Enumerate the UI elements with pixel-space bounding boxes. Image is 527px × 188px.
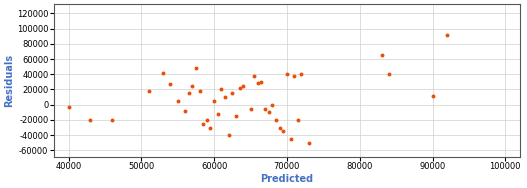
Point	[196, 89, 204, 92]
Point	[253, 82, 262, 85]
Point	[268, 103, 277, 106]
Point	[173, 99, 182, 102]
Point	[279, 130, 288, 133]
Point	[250, 74, 258, 77]
Point	[385, 73, 393, 76]
Point	[272, 118, 280, 121]
Point	[192, 67, 200, 70]
Point	[228, 92, 237, 95]
Point	[246, 107, 255, 110]
Point	[159, 71, 168, 74]
Point	[210, 99, 218, 102]
Point	[297, 73, 306, 76]
Point	[203, 118, 211, 121]
Point	[257, 80, 266, 83]
Point	[199, 122, 208, 125]
Point	[232, 115, 240, 118]
Point	[188, 84, 197, 87]
Point	[144, 89, 153, 92]
Point	[290, 74, 298, 77]
Point	[239, 84, 248, 87]
Point	[443, 33, 451, 36]
Point	[225, 134, 233, 137]
Point	[294, 118, 302, 121]
Point	[276, 126, 284, 129]
Point	[64, 105, 73, 108]
Point	[166, 83, 174, 86]
Point	[286, 137, 295, 140]
Point	[377, 54, 386, 57]
Point	[236, 86, 244, 89]
Point	[184, 92, 193, 95]
X-axis label: Predicted: Predicted	[260, 174, 314, 184]
Point	[206, 126, 214, 129]
Y-axis label: Residuals: Residuals	[4, 54, 14, 107]
Point	[265, 111, 273, 114]
Point	[108, 118, 116, 121]
Point	[217, 88, 226, 91]
Point	[305, 141, 313, 144]
Point	[261, 107, 269, 110]
Point	[221, 96, 229, 99]
Point	[181, 109, 189, 112]
Point	[86, 118, 95, 121]
Point	[428, 94, 437, 97]
Point	[213, 112, 222, 115]
Point	[282, 73, 291, 76]
